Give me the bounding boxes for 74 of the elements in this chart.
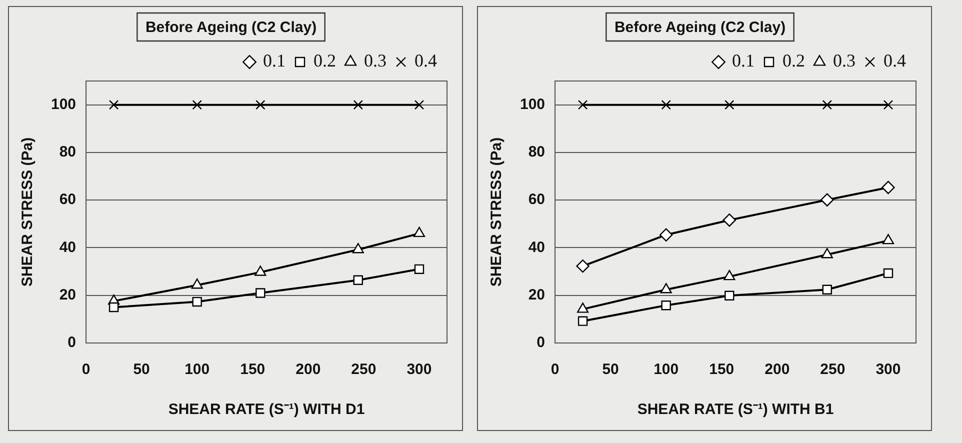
y-tick-label: 80 — [59, 144, 76, 161]
y-tick-label: 80 — [528, 144, 546, 161]
legend-label: 0.2 — [314, 50, 336, 71]
x-tick-label: 50 — [133, 361, 150, 378]
y-tick-label: 20 — [528, 286, 546, 304]
point — [883, 268, 894, 278]
legend-label: 0.2 — [782, 50, 805, 71]
legend-label: 0.1 — [732, 50, 754, 71]
x-tick-label: 100 — [654, 361, 679, 378]
x-axis-title: SHEAR RATE (S⁻¹) WITH D1 — [168, 401, 365, 418]
point — [108, 302, 119, 312]
legend-label: 0.4 — [884, 50, 906, 71]
y-axis-title: SHEAR STRESS (Pa) — [488, 137, 506, 287]
point — [661, 300, 671, 310]
point — [822, 100, 832, 110]
point — [882, 234, 894, 244]
chart-title: Before Ageing (C2 Clay) — [145, 19, 317, 36]
legend-label: 0.3 — [833, 50, 856, 71]
point — [822, 284, 832, 294]
x-tick-label: 150 — [240, 361, 266, 378]
x-axis-title: SHEAR RATE (S⁻¹) WITH B1 — [637, 401, 834, 418]
point — [820, 193, 834, 206]
y-tick-label: 60 — [528, 191, 546, 208]
point — [722, 214, 736, 227]
point — [414, 100, 424, 110]
y-tick-label: 20 — [59, 286, 76, 304]
point — [353, 100, 363, 110]
point — [414, 264, 424, 274]
point — [660, 283, 672, 294]
y-axis-title: SHEAR STRESS (Pa) — [19, 137, 36, 287]
point — [192, 100, 202, 110]
point — [256, 288, 266, 298]
point — [578, 100, 588, 110]
y-tick-label: 100 — [520, 96, 546, 113]
y-tick-label: 0 — [536, 334, 546, 352]
y-tick-label: 40 — [59, 238, 76, 256]
point — [413, 226, 426, 238]
x-tick-label: 200 — [764, 361, 790, 378]
y-tick-label: 60 — [59, 191, 76, 208]
point — [577, 302, 589, 313]
x-tick-label: 100 — [184, 361, 210, 378]
y-tick-label: 100 — [50, 96, 76, 113]
x-tick-label: 300 — [876, 361, 901, 378]
point — [661, 100, 671, 110]
point — [352, 243, 364, 254]
point — [254, 266, 266, 276]
point — [576, 259, 590, 273]
legend-label: 0.1 — [263, 50, 286, 71]
x-tick-label: 50 — [602, 361, 619, 378]
legend-label: 0.3 — [364, 50, 386, 71]
point — [353, 275, 363, 285]
x-tick-label: 0 — [550, 361, 560, 378]
point — [882, 180, 895, 194]
x-tick-label: 200 — [296, 361, 321, 378]
y-tick-label: 0 — [68, 334, 76, 352]
point — [724, 270, 736, 280]
legend-label: 0.4 — [414, 50, 437, 71]
point — [883, 100, 894, 110]
y-tick-label: 40 — [528, 238, 546, 256]
x-tick-label: 150 — [709, 361, 734, 378]
point — [659, 228, 673, 242]
x-tick-label: 250 — [820, 361, 846, 378]
point — [191, 278, 203, 289]
x-tick-label: 300 — [406, 361, 432, 378]
x-tick-label: 250 — [351, 361, 376, 378]
chart-title: Before Ageing (C2 Clay) — [614, 19, 786, 36]
point — [578, 316, 588, 326]
point — [256, 100, 266, 110]
point — [724, 100, 734, 110]
point — [821, 248, 833, 258]
point — [724, 290, 734, 300]
point — [108, 100, 119, 110]
x-tick-label: 0 — [82, 361, 90, 378]
point — [192, 296, 202, 307]
